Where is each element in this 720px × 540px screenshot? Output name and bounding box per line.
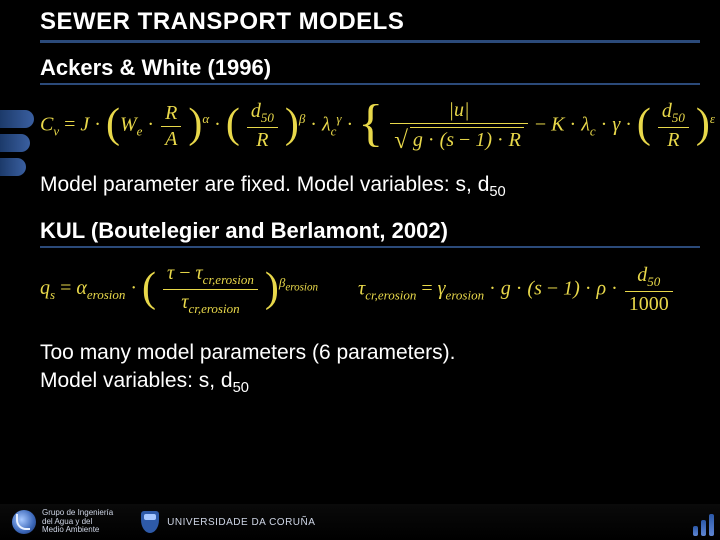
- kul-equation-left: qs = αerosion · ( τ − τcr,erosion τcr,er…: [40, 262, 318, 317]
- org2-text: UNIVERSIDADE DA CORUÑA: [167, 517, 315, 528]
- corner-wave-decoration: [693, 514, 714, 536]
- kul-equations: qs = αerosion · ( τ − τcr,erosion τcr,er…: [40, 262, 700, 317]
- slide-title: SEWER TRANSPORT MODELS: [40, 8, 700, 43]
- kul-equation-right: τcr,erosion = γerosion · g · (s − 1) · ρ…: [358, 264, 675, 316]
- section1-note: Model parameter are fixed. Model variabl…: [40, 171, 700, 202]
- footer-org2: UNIVERSIDADE DA CORUÑA: [141, 511, 315, 533]
- section1-note-sub: 50: [489, 184, 505, 200]
- section1-note-text: Model parameter are fixed. Model variabl…: [40, 173, 489, 196]
- slide-content: SEWER TRANSPORT MODELS Ackers & White (1…: [0, 0, 720, 540]
- org1-line3: Medio Ambiente: [42, 526, 113, 534]
- org1-text: Grupo de Ingeniería del Agua y del Medio…: [42, 509, 113, 534]
- footer: Grupo de Ingeniería del Agua y del Medio…: [0, 504, 720, 540]
- section1-heading: Ackers & White (1996): [40, 55, 700, 85]
- section2-note-line2-sub: 50: [233, 380, 249, 396]
- org1-logo-icon: [12, 510, 36, 534]
- section2-note-line1: Too many model parameters (6 parameters)…: [40, 341, 456, 364]
- footer-org1: Grupo de Ingeniería del Agua y del Medio…: [12, 509, 113, 534]
- section2-note-line2: Model variables: s, d: [40, 369, 233, 392]
- section2-note: Too many model parameters (6 parameters)…: [40, 339, 700, 398]
- section2-heading: KUL (Boutelegier and Berlamont, 2002): [40, 218, 700, 248]
- ackers-white-equation: Cv = J · (We · RA )α · ( d50R )β · λcγ ·…: [40, 99, 700, 153]
- org2-logo-icon: [141, 511, 159, 533]
